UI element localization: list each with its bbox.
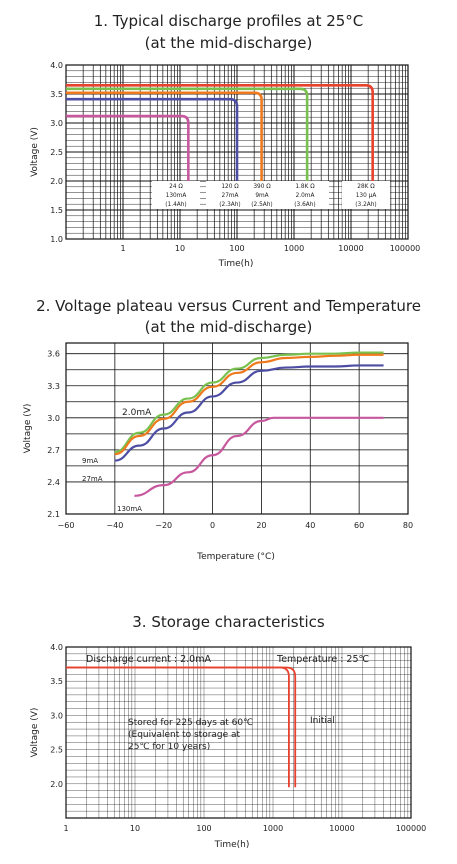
chart1-series-3-line	[66, 87, 309, 187]
chart2-title: 2. Voltage plateau versus Current and Te…	[36, 297, 421, 315]
chart3-x-tick-label: 100	[196, 824, 211, 833]
chart1-series-2-line	[66, 91, 263, 187]
chart3-discharge-label: Discharge current : 2.0mA	[86, 654, 211, 665]
chart3-x-tick-label: 1	[63, 824, 68, 833]
chart2-subtitle: (at the mid-discharge)	[144, 318, 313, 336]
chart3-x-tick-label: 100000	[396, 824, 427, 833]
chart1-label-background	[238, 181, 286, 209]
chart3-plot-frame	[65, 646, 412, 819]
chart2-y-axis-label: Voltage (V)	[23, 404, 33, 454]
chart1-series-2-label: 390 Ω	[253, 184, 271, 190]
chart2-y-tick-label: 3.3	[47, 382, 60, 391]
chart3-y-tick-label: 2.5	[50, 746, 63, 755]
chart2-x-tick-label: −40	[106, 521, 123, 530]
chart1-label-background	[152, 181, 200, 209]
chart2-x-tick-label: 60	[354, 521, 364, 530]
chart2-y-tick-label: 2.1	[47, 510, 60, 519]
chart1-y-tick-label: 2.5	[50, 148, 63, 157]
chart2-annotation-label: 9mA	[82, 457, 98, 465]
chart2-x-tick-label: 40	[305, 521, 315, 530]
chart1-label-background	[281, 181, 329, 209]
chart1-series-3-label: 1.8K Ω	[295, 184, 315, 190]
chart3-x-tick-label: 10	[130, 824, 140, 833]
chart1-series-3-label: 2.0mA	[296, 193, 315, 199]
chart1-series-4-line	[66, 84, 374, 187]
chart1-title: 1. Typical discharge profiles at 25°C	[93, 12, 364, 30]
chart2-series-3-line	[134, 416, 384, 497]
chart2-series-0-line	[114, 351, 384, 454]
chart1-y-tick-label: 2.0	[50, 177, 63, 186]
chart1-series-2-label: (2.5Ah)	[251, 202, 272, 208]
chart1-label-background	[342, 181, 390, 209]
chart3-y-axis-label: Voltage (V)	[30, 708, 40, 758]
chart1-series-2-label: 9mA	[255, 193, 268, 199]
chart1-series-1-line	[66, 97, 239, 187]
chart1-x-tick-label: 100000	[390, 244, 421, 253]
chart3-y-tick-label: 4.0	[50, 643, 63, 652]
chart1-y-tick-label: 4.0	[50, 61, 63, 70]
chart2-x-tick-label: −60	[58, 521, 75, 530]
chart1-series-0-label: (1.4Ah)	[165, 202, 186, 208]
chart1-y-tick-label: 3.5	[50, 90, 63, 99]
chart3-stored-note: Stored for 225 days at 60℃	[128, 718, 253, 728]
chart3-stored-note: (Equivalent to storage at	[128, 730, 241, 740]
chart1-y-tick-label: 3.0	[50, 119, 63, 128]
chart1-x-tick-label: 10000	[338, 244, 363, 253]
chart2-x-tick-label: 80	[403, 521, 413, 530]
chart1-series-0-label: 24 Ω	[169, 184, 183, 190]
chart2-y-tick-label: 3.0	[47, 414, 60, 423]
chart1-y-axis-label: Voltage (V)	[30, 127, 40, 177]
chart1-y-tick-label: 1.0	[50, 235, 63, 244]
chart1-x-tick-label: 10	[175, 244, 185, 253]
chart1-x-tick-label: 1000	[284, 244, 304, 253]
chart3-x-tick-label: 10000	[329, 824, 354, 833]
chart1-series-0-label: 130mA	[166, 193, 187, 199]
chart3-stored-note: 25℃ for 10 years)	[128, 742, 210, 752]
chart3-title: 3. Storage characteristics	[132, 613, 325, 631]
chart1-series-0-line	[66, 114, 190, 187]
chart1-x-tick-label: 100	[229, 244, 244, 253]
chart2-annotation-label: 27mA	[82, 475, 103, 483]
chart1-subtitle: (at the mid-discharge)	[144, 34, 313, 52]
chart2-annotation-label: 2.0mA	[122, 408, 152, 418]
chart2-x-axis-label: Temperature (°C)	[196, 552, 275, 562]
chart2-y-tick-label: 3.6	[47, 350, 60, 359]
chart1-x-axis-label: Time(h)	[218, 259, 254, 269]
chart3-series-1-line	[66, 666, 297, 788]
chart1-series-4-label: 28K Ω	[357, 184, 375, 190]
chart2-series-1-line	[114, 353, 384, 456]
chart2-x-tick-label: 20	[256, 521, 266, 530]
chart3-y-tick-label: 3.5	[50, 677, 63, 686]
chart1-x-tick-label: 1	[120, 244, 125, 253]
chart3-x-tick-label: 1000	[263, 824, 283, 833]
chart1-y-tick-label: 1.5	[50, 206, 63, 215]
chart1-series-1-label: 27mA	[222, 193, 239, 199]
chart1-series-4-label: 130 μA	[356, 193, 377, 199]
chart2-plot-frame	[65, 342, 409, 515]
chart2-x-tick-label: −20	[155, 521, 172, 530]
chart2-annotation-label: 130mA	[117, 505, 142, 513]
chart2-y-tick-label: 2.4	[47, 478, 60, 487]
chart2-x-tick-label: 0	[210, 521, 215, 530]
chart3-y-tick-label: 3.0	[50, 711, 63, 720]
chart1-series-4-label: (3.2Ah)	[355, 202, 376, 208]
chart3-x-axis-label: Time(h)	[214, 840, 250, 850]
chart1-series-3-label: (3.6Ah)	[294, 202, 315, 208]
chart1-series-1-label: 120 Ω	[221, 184, 239, 190]
chart2-series-2-line	[114, 364, 384, 462]
chart3-temperature-label: Temperature : 25℃	[276, 654, 370, 665]
chart3-initial-label: Initial	[310, 716, 335, 726]
chart1-series-1-label: (2.3Ah)	[219, 202, 240, 208]
chart2-y-tick-label: 2.7	[47, 446, 60, 455]
chart3-y-tick-label: 2.0	[50, 780, 63, 789]
